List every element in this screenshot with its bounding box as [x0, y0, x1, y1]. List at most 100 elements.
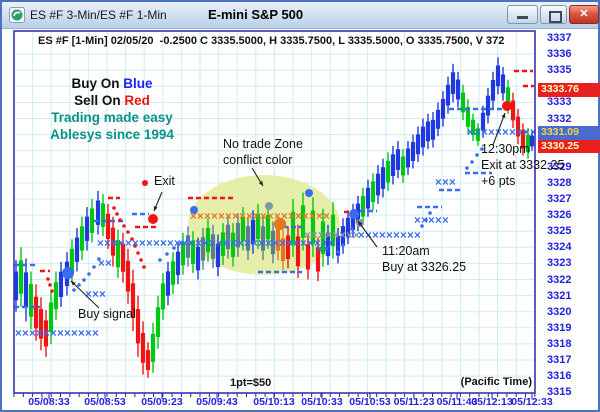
- candle-body: [330, 214, 336, 247]
- y-axis-label: 3320: [547, 305, 572, 318]
- candle-body: [285, 235, 291, 260]
- blue-x-marker: ×: [321, 238, 328, 250]
- blue-x-marker: ×: [293, 238, 300, 250]
- x-axis-label: 05/12:13: [471, 396, 513, 408]
- orange-x-marker: ×: [211, 211, 218, 223]
- y-axis-label: 3328: [547, 176, 572, 189]
- y-axis-label: 3316: [547, 370, 572, 383]
- blue-x-marker: ×: [153, 238, 160, 250]
- red-trail-dot: [133, 244, 137, 248]
- blue-trail-dot: [72, 288, 76, 292]
- blue-x-marker: ×: [530, 127, 537, 139]
- candle-body: [230, 232, 236, 258]
- candle-body: [520, 130, 526, 149]
- blue-x-marker: ×: [43, 328, 50, 340]
- gray-x-marker: ×: [318, 230, 325, 242]
- app-icon: [9, 7, 25, 23]
- gray-x-marker: ×: [346, 230, 353, 242]
- candle-body: [410, 142, 416, 161]
- blue-x-marker: ×: [414, 215, 421, 227]
- candle-body: [490, 79, 496, 101]
- candle-body: [345, 217, 351, 237]
- candle-body: [215, 243, 221, 268]
- blue-x-marker: ×: [50, 328, 57, 340]
- annotation-arrowhead: [258, 181, 263, 186]
- x-axis-label: 05/09:23: [141, 396, 183, 408]
- blue-x-marker: ×: [358, 230, 365, 242]
- candle-body: [160, 283, 166, 310]
- candle-body: [130, 283, 136, 318]
- orange-x-marker: ×: [323, 211, 330, 223]
- exit-label-bullet: [142, 180, 148, 186]
- blue-x-marker: ×: [272, 238, 279, 250]
- orange-x-marker: ×: [204, 211, 211, 223]
- blue-trail-dot: [346, 235, 350, 239]
- x-axis-label: 05/10:53: [349, 396, 391, 408]
- red-trail-dot: [139, 258, 143, 262]
- close-button[interactable]: ✕: [569, 5, 599, 24]
- candle-body: [165, 271, 171, 296]
- candle-body: [430, 119, 436, 140]
- promo-blue-word: Blue: [123, 76, 153, 91]
- y-axis-label: 3323: [547, 257, 572, 270]
- blue-x-marker: ×: [237, 238, 244, 250]
- orange-x-marker: ×: [197, 211, 204, 223]
- title-bar[interactable]: ES #F 3-Min/ES #F 1-Min E-mini S&P 500 ✕: [2, 2, 599, 29]
- gray-x-marker: ×: [353, 230, 360, 242]
- candle-body: [185, 235, 191, 258]
- plot-border: [13, 30, 536, 394]
- blue-trail-dot: [341, 243, 345, 247]
- red-trail-dot: [46, 277, 50, 281]
- blue-x-marker: ×: [85, 328, 92, 340]
- candle-body: [295, 236, 301, 267]
- candle-body: [18, 260, 24, 294]
- candle-body: [120, 243, 126, 272]
- blue-x-marker: ×: [316, 244, 323, 256]
- candle-body: [100, 203, 106, 227]
- red-trail-dot: [112, 206, 116, 210]
- x-axis-label: 05/12:33: [511, 396, 553, 408]
- candle-body: [300, 205, 306, 238]
- red-trail-dot: [136, 251, 140, 255]
- candle-body: [415, 134, 421, 155]
- candle-body: [110, 227, 116, 256]
- blue-x-marker: ×: [160, 238, 167, 250]
- blue-x-marker: ×: [467, 127, 474, 139]
- blue-x-marker: ×: [481, 127, 488, 139]
- orange-x-marker: ×: [232, 211, 239, 223]
- candle-body: [125, 260, 131, 292]
- annotation-arrow: [70, 280, 100, 309]
- blue-x-marker: ×: [488, 127, 495, 139]
- candle-body: [525, 134, 531, 153]
- orange-x-marker: ×: [281, 211, 288, 223]
- candle-body: [400, 156, 406, 176]
- blue-x-marker: ×: [265, 238, 272, 250]
- blue-x-marker: ×: [300, 238, 307, 250]
- point-value-note: 1pt=$50: [230, 377, 272, 389]
- candle-body: [480, 112, 486, 131]
- blue-x-marker: ×: [502, 127, 509, 139]
- candle-body: [305, 244, 311, 270]
- candle-body: [220, 232, 226, 256]
- y-axis-label: 3327: [547, 193, 572, 205]
- blue-x-marker: ×: [118, 238, 125, 250]
- orange-x-marker: ×: [295, 211, 302, 223]
- blue-trail-dot: [179, 241, 183, 245]
- blue-x-marker: ×: [125, 238, 132, 250]
- minimize-button[interactable]: [507, 5, 538, 24]
- candle-body: [48, 302, 54, 333]
- blue-x-marker: ×: [99, 289, 106, 301]
- red-trail-dot: [118, 218, 122, 222]
- x-axis-label: 05/08:53: [84, 396, 126, 408]
- blue-x-marker: ×: [105, 258, 112, 270]
- orange-x-marker: ×: [260, 211, 267, 223]
- blue-x-marker: ×: [92, 289, 99, 301]
- annotation-arrow: [357, 220, 378, 248]
- maximize-button[interactable]: [540, 5, 567, 24]
- candle-body: [485, 95, 491, 116]
- candle-body: [370, 181, 376, 203]
- blue-x-marker: ×: [379, 230, 386, 242]
- blue-x-marker: ×: [509, 127, 516, 139]
- blue-x-marker: ×: [258, 238, 265, 250]
